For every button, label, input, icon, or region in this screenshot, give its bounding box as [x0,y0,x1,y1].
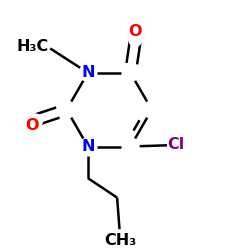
Circle shape [81,140,95,153]
Circle shape [30,114,42,127]
Text: H₃C: H₃C [17,38,49,54]
Text: O: O [128,24,142,39]
Circle shape [81,66,95,80]
Text: N: N [81,139,95,154]
Text: O: O [25,118,39,133]
Circle shape [129,34,142,46]
Text: Cl: Cl [168,137,185,152]
Text: CH₃: CH₃ [104,233,137,248]
Text: N: N [81,65,95,80]
